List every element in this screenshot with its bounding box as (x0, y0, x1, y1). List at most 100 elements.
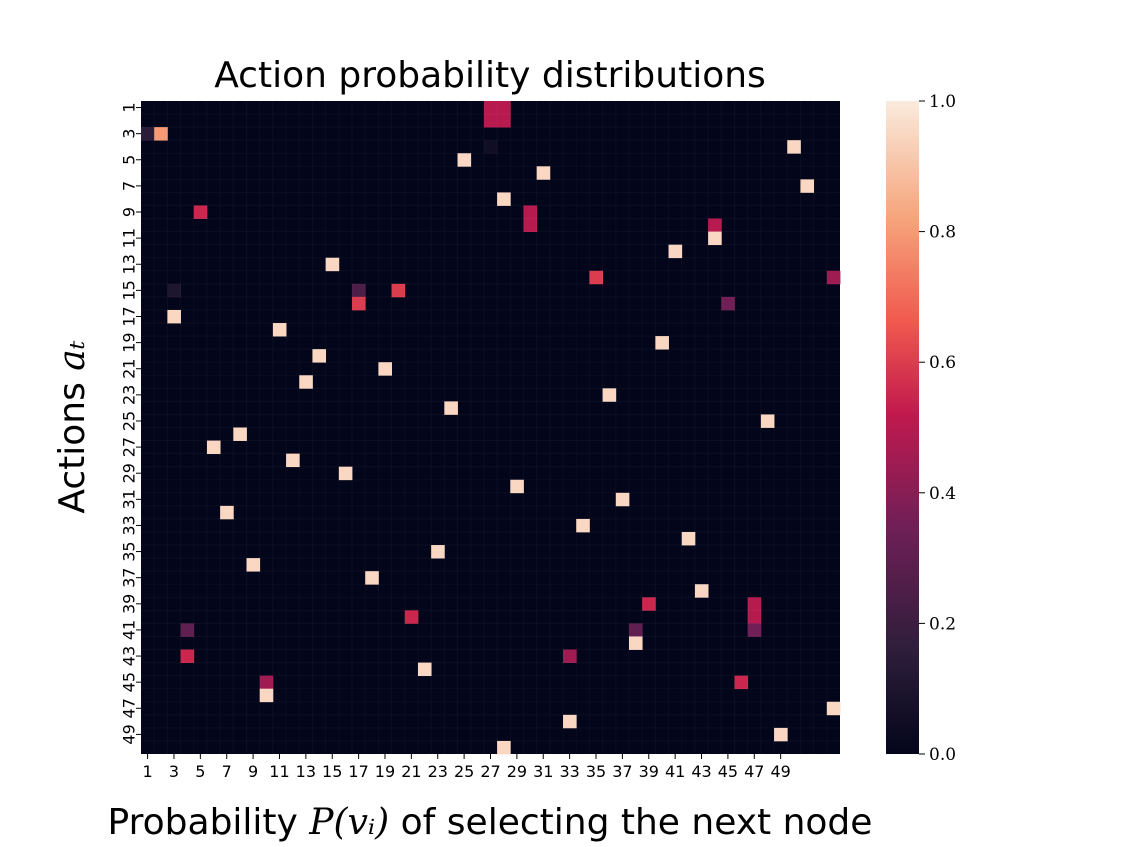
y-tick-label: 21 (120, 359, 139, 379)
colorbar-tick-label: 0.6 (929, 353, 956, 373)
heatmap-cell (286, 453, 300, 468)
y-tick-label: 39 (120, 594, 139, 614)
heatmap-cell (272, 323, 287, 337)
x-tick-label: 39 (639, 762, 659, 781)
heatmap-cell (497, 740, 511, 755)
heatmap-cell (774, 727, 788, 742)
heatmap-cell (417, 662, 432, 677)
heatmap-cell (338, 466, 353, 481)
heatmap-cell (747, 623, 762, 637)
y-tick-label: 9 (120, 207, 139, 217)
y-tick-label: 13 (120, 254, 139, 274)
heatmap-cell (826, 270, 841, 285)
heatmap-cell (734, 675, 749, 690)
heatmap-cell (246, 558, 261, 572)
heatmap-cell (259, 688, 274, 703)
x-tick-label: 33 (559, 762, 579, 781)
heatmap-cell (628, 636, 643, 650)
x-tick-label: 45 (718, 762, 738, 781)
y-tick-label: 17 (120, 306, 139, 326)
heatmap-cell (180, 649, 195, 663)
heatmap-cell (747, 610, 762, 624)
x-tick-label: 19 (375, 762, 395, 781)
heatmap-cell (391, 283, 406, 298)
x-tick-label: 9 (248, 762, 258, 781)
heatmap-cell (167, 309, 181, 324)
heatmap-cell (352, 283, 366, 298)
x-tick-label: 47 (744, 762, 764, 781)
heatmap-cell (497, 101, 511, 115)
y-tick-label: 3 (120, 129, 139, 139)
heatmap-cell (563, 649, 577, 663)
y-tick-label: 15 (120, 280, 139, 300)
heatmap-cell (220, 505, 234, 520)
heatmap-cell (483, 140, 498, 154)
heatmap-cell (180, 623, 195, 637)
x-tick-label: 1 (142, 762, 152, 781)
heatmap-cell (563, 714, 577, 729)
x-tick-label: 37 (612, 762, 632, 781)
x-tick-label: 5 (195, 762, 205, 781)
y-tick-label: 19 (120, 332, 139, 352)
y-tick-label: 35 (120, 541, 139, 561)
heatmap-cell (602, 388, 617, 402)
y-axis-label: Actions aₜ (52, 340, 93, 513)
colorbar-tick-label: 0.4 (929, 484, 956, 504)
heatmap-cell (141, 127, 155, 141)
heatmap-cell (483, 101, 498, 115)
colorbar-tick-label: 0.2 (929, 614, 956, 634)
y-tick-label: 23 (120, 385, 139, 405)
colorbar-gradient (886, 101, 919, 754)
x-tick-label: 25 (454, 762, 474, 781)
heatmap-cell (365, 571, 379, 585)
x-tick-label: 21 (401, 762, 421, 781)
y-tick-label: 1 (120, 102, 139, 112)
heatmap-background (141, 101, 840, 754)
y-tick-label: 25 (120, 411, 139, 431)
y-tick-label: 43 (120, 646, 139, 666)
x-tick-label: 11 (269, 762, 289, 781)
y-axis-label-math: aₜ (52, 340, 93, 370)
y-tick-label: 47 (120, 698, 139, 718)
heatmap-cell (668, 244, 683, 259)
y-tick-label: 27 (120, 437, 139, 457)
heatmap-cell (167, 283, 181, 298)
heatmap-cell (497, 114, 511, 128)
x-axis-label-suffix: of selecting the next node (389, 802, 872, 843)
heatmap-cell (483, 114, 498, 128)
x-tick-label: 27 (480, 762, 500, 781)
heatmap-cell (628, 623, 643, 637)
heatmap-cell (325, 257, 340, 272)
colorbar-ticks: 0.0 0.2 0.4 0.6 0.8 1.0 (919, 92, 956, 765)
x-tick-label: 15 (322, 762, 342, 781)
heatmap-cell (589, 270, 604, 285)
heatmap-cell (787, 140, 801, 154)
heatmap-cell (312, 349, 327, 363)
x-tick-label: 7 (222, 762, 232, 781)
heatmap-cell (800, 179, 815, 193)
y-axis-ticks: 1357911131517192123252729313335373941434… (120, 102, 141, 745)
x-tick-label: 43 (691, 762, 711, 781)
x-tick-label: 23 (428, 762, 448, 781)
y-tick-label: 37 (120, 568, 139, 588)
heatmap-cell (760, 414, 775, 428)
heatmap-cell (378, 362, 392, 376)
y-tick-label: 45 (120, 672, 139, 692)
x-tick-label: 3 (169, 762, 179, 781)
heatmap-cell (193, 205, 208, 219)
heatmap-cell (233, 427, 247, 441)
heatmap-cell (510, 479, 524, 494)
heatmap-cell (615, 492, 630, 507)
heatmap-cell (523, 218, 538, 232)
heatmap-cell (747, 597, 762, 611)
heatmap-cell (681, 531, 696, 546)
y-tick-label: 29 (120, 463, 139, 483)
x-axis-label-math: P(vᵢ) (308, 802, 389, 843)
x-tick-label: 31 (533, 762, 553, 781)
heatmap-cell (642, 597, 656, 611)
heatmap-cells (141, 101, 841, 755)
heatmap-cell (299, 375, 313, 389)
heatmap-cell (154, 127, 168, 141)
colorbar-tick-label: 0.0 (929, 745, 956, 765)
y-tick-label: 5 (120, 155, 139, 165)
